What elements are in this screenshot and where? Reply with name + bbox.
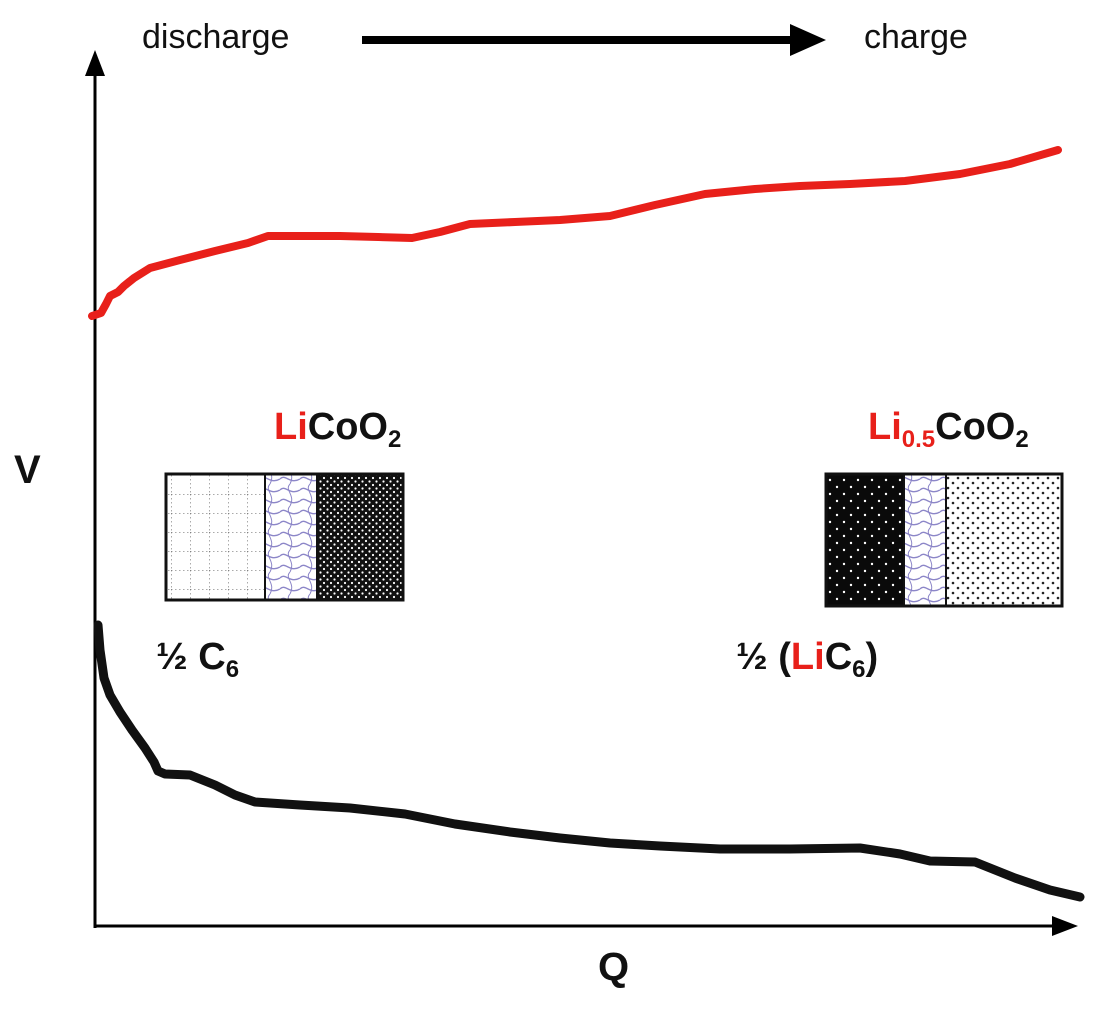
cathode-voltage-curve xyxy=(88,146,1062,320)
y-axis-arrowhead xyxy=(85,50,105,76)
charged-cell xyxy=(824,472,1064,608)
process-arrow-head xyxy=(790,24,826,56)
anode-voltage-curve xyxy=(93,620,1085,902)
anode-layer-graphite xyxy=(166,474,265,600)
close-paren: ) xyxy=(865,636,879,678)
cobalt-oxide: CoO xyxy=(935,406,1016,448)
charged-anode-formula: ½ (LiC6) xyxy=(736,636,878,684)
separator-layer xyxy=(265,474,317,600)
half-fraction: ½ xyxy=(156,636,188,678)
discharged-anode-formula: ½ C6 xyxy=(156,636,239,684)
x-axis-arrowhead xyxy=(1052,916,1078,936)
half-fraction: ½ xyxy=(736,636,768,678)
carbon-subscript: 6 xyxy=(225,656,240,683)
discharged-cell-frame xyxy=(164,472,405,602)
carbon-symbol: C xyxy=(198,636,226,678)
oxygen-subscript: 2 xyxy=(388,426,402,453)
charged-cathode-formula: Li0.5CoO2 xyxy=(868,406,1029,454)
cathode-layer-lithiated xyxy=(317,474,403,600)
lithium-fraction-subscript: 0.5 xyxy=(901,426,936,453)
open-paren: ( xyxy=(778,636,791,678)
oxygen-subscript: 2 xyxy=(1015,426,1029,453)
carbon-subscript: 6 xyxy=(852,656,866,683)
discharged-cell xyxy=(164,472,405,602)
separator-layer-right xyxy=(904,474,946,606)
carbon-symbol: C xyxy=(824,636,853,678)
charged-cell-frame xyxy=(824,472,1064,608)
x-axis-label: Q xyxy=(598,945,630,989)
y-axis-label: V xyxy=(14,448,41,492)
anode-layer-lithiated xyxy=(826,474,904,606)
lithium-symbol: Li xyxy=(274,406,308,448)
cobalt-oxide: CoO xyxy=(307,406,388,448)
cathode-layer-delithiated xyxy=(946,474,1062,606)
discharged-cathode-formula: LiCoO2 xyxy=(274,406,401,454)
lithium-symbol: Li xyxy=(790,636,825,678)
discharge-label: discharge xyxy=(142,18,290,56)
lithium-symbol: Li xyxy=(868,406,902,448)
charge-label: charge xyxy=(864,18,968,56)
